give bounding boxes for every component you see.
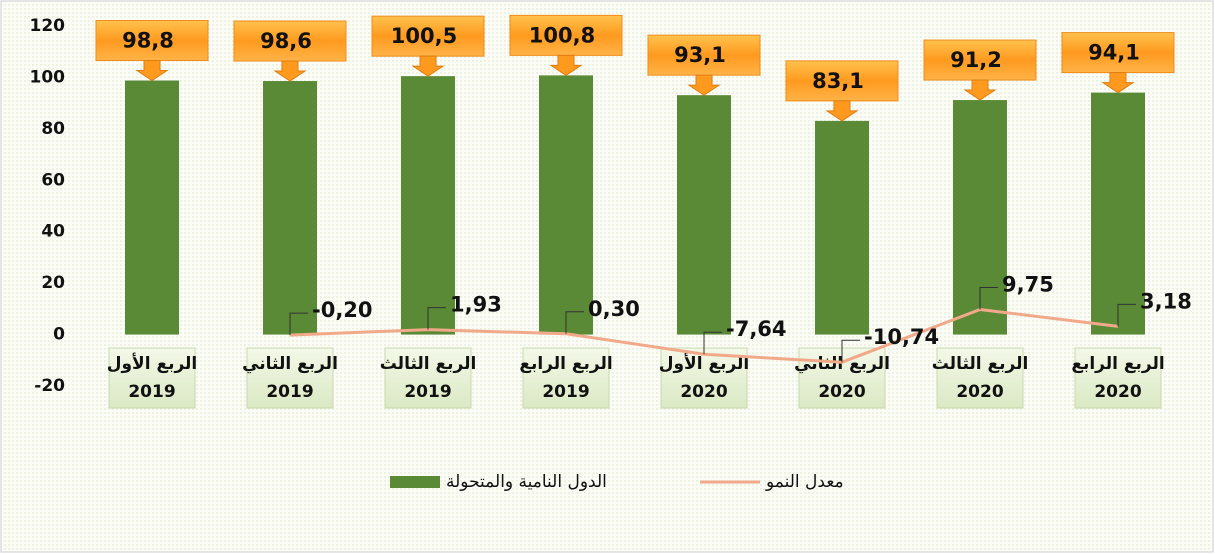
- callout: [923, 39, 1037, 81]
- callout-arrow: [1101, 72, 1135, 94]
- category-box: [108, 347, 196, 409]
- x-tick-label: 2020: [818, 382, 865, 402]
- x-tick-label: 2020: [680, 382, 727, 402]
- value-label: -10,74: [864, 325, 939, 349]
- leader-line: [289, 312, 308, 336]
- bar: [539, 75, 593, 335]
- x-tick-label: 2019: [266, 382, 313, 402]
- bar: [401, 76, 455, 335]
- x-tick-label: 2019: [542, 382, 589, 402]
- value-label: 3,18: [1140, 289, 1192, 313]
- value-label: 1,93: [450, 293, 502, 317]
- x-tick-label: 2019: [404, 382, 451, 402]
- callout: [509, 14, 623, 56]
- callout: [371, 15, 485, 57]
- category-box: [384, 347, 472, 409]
- leader-line: [1117, 303, 1136, 327]
- callout: [233, 20, 347, 62]
- value-label: 100,5: [391, 24, 457, 48]
- y-tick-label: 120: [30, 16, 66, 36]
- callout-arrow: [963, 79, 997, 101]
- leader-line: [841, 339, 860, 363]
- x-tick-label: الربع الثالث: [380, 354, 477, 374]
- y-tick-label: 60: [41, 170, 65, 190]
- x-tick-label: الربع الثاني: [242, 354, 338, 374]
- y-tick-label: -20: [34, 376, 65, 396]
- category-box: [246, 347, 334, 409]
- value-label: 0,30: [588, 297, 640, 321]
- bar: [815, 120, 869, 335]
- callout-arrow: [273, 60, 307, 82]
- callout-arrow: [549, 54, 583, 76]
- callout: [1061, 32, 1175, 74]
- category-box: [936, 347, 1024, 409]
- bar: [677, 95, 731, 335]
- callout-arrow: [135, 60, 169, 82]
- legend-swatch: [390, 476, 440, 488]
- y-tick-label: 20: [41, 273, 65, 293]
- value-label: 98,8: [122, 29, 174, 53]
- value-label: 83,1: [812, 69, 864, 93]
- callout-arrow: [825, 100, 859, 122]
- leader-line: [703, 331, 722, 355]
- y-tick-label: 100: [30, 67, 66, 87]
- value-label: 93,1: [674, 43, 726, 67]
- x-tick-label: الربع الرابع: [519, 354, 612, 374]
- y-tick-label: 0: [53, 325, 65, 345]
- callout: [95, 20, 209, 62]
- legend-label: معدل النمو: [765, 472, 844, 492]
- leader-line: [427, 307, 446, 330]
- callout-arrow: [687, 74, 721, 96]
- x-tick-label: 2019: [128, 382, 175, 402]
- y-tick-label: 80: [41, 119, 65, 139]
- category-box: [522, 347, 610, 409]
- bar: [1091, 92, 1145, 335]
- legend-label: الدول النامية والمتحولة: [446, 472, 607, 492]
- callout-arrow: [411, 55, 445, 77]
- bar: [125, 80, 179, 335]
- value-label: -0,20: [312, 298, 373, 322]
- x-tick-label: الربع الثالث: [932, 354, 1029, 374]
- value-label: -7,64: [726, 317, 787, 341]
- x-tick-label: الربع الرابع: [1071, 354, 1164, 374]
- value-label: 98,6: [260, 29, 312, 53]
- x-tick-label: 2020: [1094, 382, 1141, 402]
- x-tick-label: الربع الثاني: [794, 354, 890, 374]
- value-label: 91,2: [950, 48, 1002, 72]
- leader-line: [565, 311, 584, 334]
- leader-line: [979, 287, 998, 310]
- value-label: 9,75: [1002, 273, 1054, 297]
- x-tick-label: الربع الأول: [107, 353, 198, 374]
- bar: [263, 81, 317, 335]
- callout: [785, 60, 899, 102]
- category-box: [660, 347, 748, 409]
- value-label: 100,8: [529, 23, 595, 47]
- value-label: 94,1: [1088, 41, 1140, 65]
- x-tick-label: 2020: [956, 382, 1003, 402]
- category-box: [1074, 347, 1162, 409]
- y-tick-label: 40: [41, 222, 65, 242]
- x-tick-label: الربع الأول: [659, 353, 750, 374]
